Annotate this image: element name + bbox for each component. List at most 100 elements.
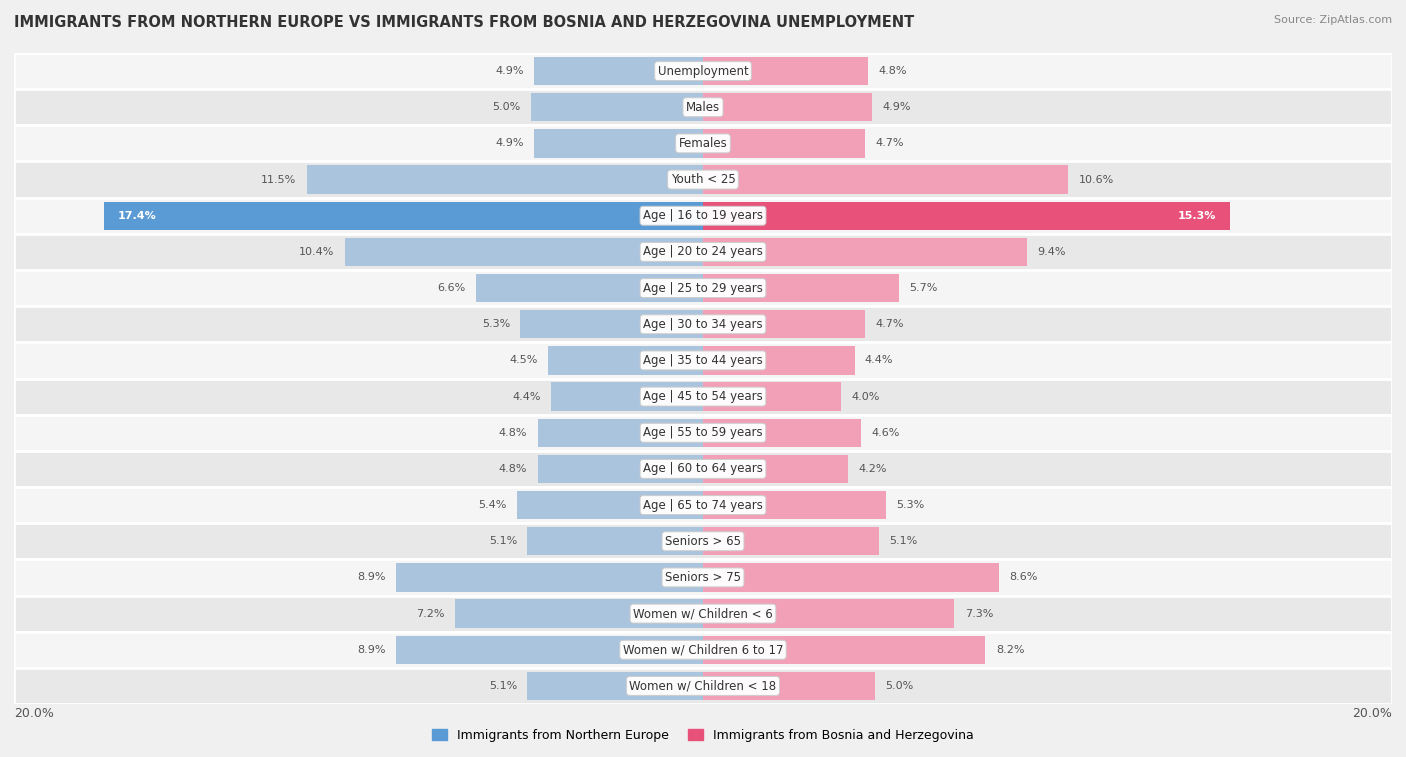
Bar bbox=[703, 201, 1230, 230]
Text: 7.2%: 7.2% bbox=[416, 609, 444, 618]
Bar bbox=[534, 57, 703, 86]
Text: Age | 45 to 54 years: Age | 45 to 54 years bbox=[643, 390, 763, 403]
Bar bbox=[703, 563, 1000, 591]
Bar bbox=[14, 198, 1392, 234]
Bar bbox=[527, 527, 703, 556]
Bar bbox=[703, 455, 848, 483]
Text: Age | 35 to 44 years: Age | 35 to 44 years bbox=[643, 354, 763, 367]
Bar bbox=[517, 491, 703, 519]
Text: Age | 60 to 64 years: Age | 60 to 64 years bbox=[643, 463, 763, 475]
Text: IMMIGRANTS FROM NORTHERN EUROPE VS IMMIGRANTS FROM BOSNIA AND HERZEGOVINA UNEMPL: IMMIGRANTS FROM NORTHERN EUROPE VS IMMIG… bbox=[14, 15, 914, 30]
Text: Youth < 25: Youth < 25 bbox=[671, 173, 735, 186]
Text: 10.6%: 10.6% bbox=[1078, 175, 1114, 185]
Text: 9.4%: 9.4% bbox=[1038, 247, 1066, 257]
Bar bbox=[475, 274, 703, 302]
Text: Females: Females bbox=[679, 137, 727, 150]
Bar bbox=[14, 487, 1392, 523]
Text: 4.8%: 4.8% bbox=[499, 464, 527, 474]
Text: 17.4%: 17.4% bbox=[117, 210, 156, 221]
Bar bbox=[456, 600, 703, 628]
Text: 6.6%: 6.6% bbox=[437, 283, 465, 293]
Text: Age | 55 to 59 years: Age | 55 to 59 years bbox=[643, 426, 763, 439]
Text: 5.3%: 5.3% bbox=[896, 500, 924, 510]
Bar bbox=[703, 129, 865, 157]
Text: Seniors > 75: Seniors > 75 bbox=[665, 571, 741, 584]
Text: 5.4%: 5.4% bbox=[478, 500, 506, 510]
Bar bbox=[14, 523, 1392, 559]
Text: 8.6%: 8.6% bbox=[1010, 572, 1038, 582]
Text: 5.0%: 5.0% bbox=[886, 681, 914, 691]
Text: Age | 25 to 29 years: Age | 25 to 29 years bbox=[643, 282, 763, 294]
Bar bbox=[14, 668, 1392, 704]
Bar bbox=[14, 270, 1392, 306]
Text: 4.9%: 4.9% bbox=[882, 102, 911, 112]
Text: 10.4%: 10.4% bbox=[299, 247, 335, 257]
Text: Age | 20 to 24 years: Age | 20 to 24 years bbox=[643, 245, 763, 258]
Bar bbox=[14, 596, 1392, 631]
Text: 5.0%: 5.0% bbox=[492, 102, 520, 112]
Text: 5.1%: 5.1% bbox=[489, 681, 517, 691]
Bar bbox=[14, 234, 1392, 270]
Text: 4.0%: 4.0% bbox=[851, 391, 880, 401]
Bar bbox=[703, 346, 855, 375]
Text: 8.9%: 8.9% bbox=[357, 645, 387, 655]
Bar bbox=[14, 126, 1392, 161]
Bar bbox=[703, 671, 875, 700]
Bar bbox=[703, 93, 872, 121]
Text: Age | 65 to 74 years: Age | 65 to 74 years bbox=[643, 499, 763, 512]
Text: Women w/ Children < 18: Women w/ Children < 18 bbox=[630, 680, 776, 693]
Bar bbox=[703, 419, 862, 447]
Text: 4.4%: 4.4% bbox=[513, 391, 541, 401]
Bar bbox=[531, 93, 703, 121]
Text: 5.1%: 5.1% bbox=[889, 536, 917, 547]
Bar bbox=[551, 382, 703, 411]
Bar bbox=[534, 129, 703, 157]
Text: 4.7%: 4.7% bbox=[875, 319, 904, 329]
Text: Males: Males bbox=[686, 101, 720, 114]
Text: 4.7%: 4.7% bbox=[875, 139, 904, 148]
Bar bbox=[14, 451, 1392, 487]
Bar bbox=[396, 636, 703, 664]
Text: Seniors > 65: Seniors > 65 bbox=[665, 534, 741, 548]
Bar bbox=[14, 631, 1392, 668]
Bar bbox=[703, 636, 986, 664]
Bar bbox=[537, 419, 703, 447]
Bar bbox=[14, 559, 1392, 596]
Text: Age | 16 to 19 years: Age | 16 to 19 years bbox=[643, 209, 763, 223]
Bar bbox=[14, 89, 1392, 126]
Text: 20.0%: 20.0% bbox=[14, 706, 53, 720]
Bar bbox=[520, 310, 703, 338]
Text: 4.8%: 4.8% bbox=[879, 66, 907, 76]
Bar bbox=[703, 310, 865, 338]
Text: 4.4%: 4.4% bbox=[865, 356, 893, 366]
Bar bbox=[344, 238, 703, 266]
Bar bbox=[537, 455, 703, 483]
Text: 4.5%: 4.5% bbox=[509, 356, 537, 366]
Text: 7.3%: 7.3% bbox=[965, 609, 993, 618]
Bar bbox=[396, 563, 703, 591]
Bar bbox=[14, 342, 1392, 378]
Text: 11.5%: 11.5% bbox=[262, 175, 297, 185]
Text: Source: ZipAtlas.com: Source: ZipAtlas.com bbox=[1274, 15, 1392, 25]
Legend: Immigrants from Northern Europe, Immigrants from Bosnia and Herzegovina: Immigrants from Northern Europe, Immigra… bbox=[427, 724, 979, 747]
Bar bbox=[14, 306, 1392, 342]
Bar bbox=[527, 671, 703, 700]
Bar bbox=[703, 274, 900, 302]
Text: 5.7%: 5.7% bbox=[910, 283, 938, 293]
Text: 5.3%: 5.3% bbox=[482, 319, 510, 329]
Bar bbox=[307, 166, 703, 194]
Text: 4.2%: 4.2% bbox=[858, 464, 887, 474]
Text: 15.3%: 15.3% bbox=[1178, 210, 1216, 221]
Bar bbox=[14, 378, 1392, 415]
Text: 5.1%: 5.1% bbox=[489, 536, 517, 547]
Text: 4.6%: 4.6% bbox=[872, 428, 900, 438]
Text: Unemployment: Unemployment bbox=[658, 64, 748, 77]
Text: Women w/ Children < 6: Women w/ Children < 6 bbox=[633, 607, 773, 620]
Text: 4.9%: 4.9% bbox=[495, 139, 524, 148]
Text: 20.0%: 20.0% bbox=[1353, 706, 1392, 720]
Text: 4.9%: 4.9% bbox=[495, 66, 524, 76]
Bar bbox=[703, 166, 1069, 194]
Text: 4.8%: 4.8% bbox=[499, 428, 527, 438]
Bar bbox=[703, 527, 879, 556]
Bar bbox=[703, 600, 955, 628]
